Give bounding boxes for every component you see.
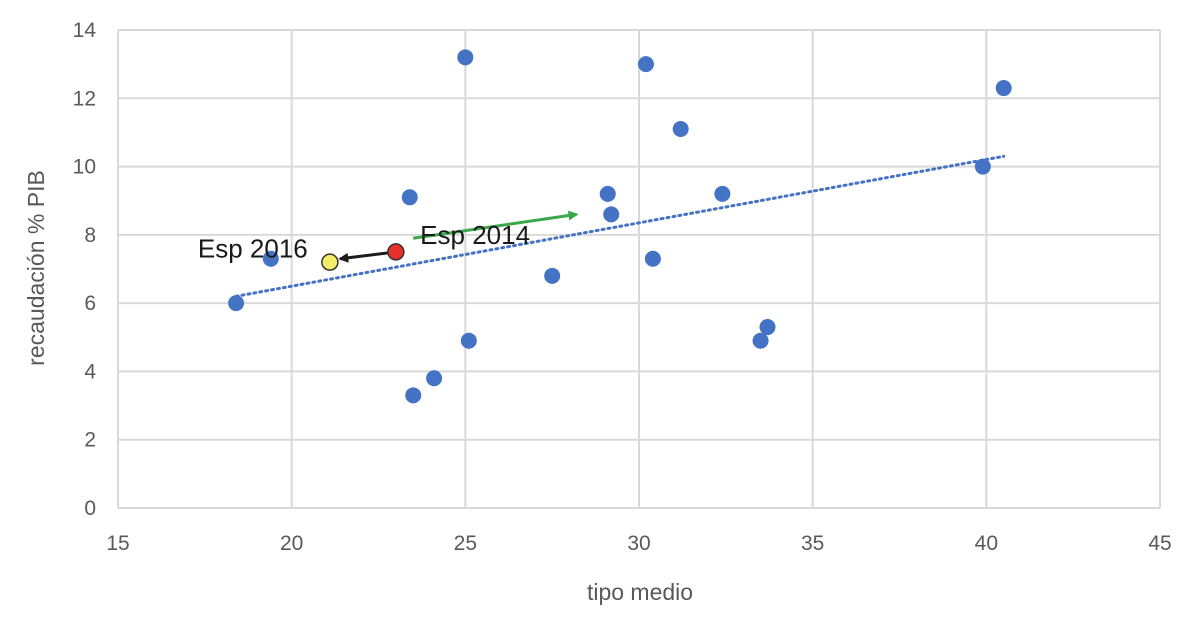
arrow: [413, 210, 579, 240]
y-tick-label: 8: [84, 224, 96, 247]
x-tick-label: 40: [975, 532, 998, 555]
y-tick-label: 12: [73, 87, 96, 110]
data-point: [405, 387, 422, 404]
arrows-layer: [338, 210, 579, 263]
y-tick-label: 10: [73, 156, 96, 179]
data-point: [460, 332, 477, 349]
y-tick-label: 6: [84, 292, 96, 315]
data-point: [759, 319, 776, 336]
data-point: [752, 332, 769, 349]
tick-labels: 15 20 25 30 35 40 45 0 2 4 6 8 10 12 14: [73, 19, 1172, 555]
data-point: [262, 250, 279, 267]
data-point: [228, 295, 245, 312]
y-tick-label: 2: [84, 429, 96, 452]
trendline-layer: [234, 154, 1006, 298]
points-layer: [228, 49, 1012, 404]
arrow: [338, 250, 397, 263]
data-point: [599, 185, 616, 202]
highlight-point: [321, 253, 339, 271]
x-axis-title: tipo medio: [587, 579, 693, 605]
data-point: [995, 80, 1012, 97]
data-point: [644, 250, 661, 267]
data-point: [672, 121, 689, 138]
annotation-label: Esp 2016: [198, 234, 308, 264]
x-tick-label: 35: [801, 532, 824, 555]
data-point: [544, 267, 561, 284]
y-axis-title: recaudación % PIB: [23, 170, 49, 366]
gridlines: [117, 29, 1161, 509]
y-tick-label: 14: [73, 19, 97, 42]
data-point: [714, 185, 731, 202]
trendline: [234, 154, 1006, 298]
data-point: [426, 370, 443, 387]
x-tick-label: 20: [280, 532, 303, 555]
x-tick-label: 25: [454, 532, 477, 555]
x-tick-label: 15: [106, 532, 129, 555]
x-tick-label: 30: [627, 532, 650, 555]
y-tick-label: 0: [84, 497, 96, 520]
highlight-point: [387, 243, 405, 261]
annotation-label: Esp 2014: [420, 220, 530, 250]
y-tick-label: 4: [84, 360, 96, 383]
x-tick-label: 45: [1148, 532, 1171, 555]
data-point: [974, 158, 991, 175]
data-point: [401, 189, 418, 206]
annotations-layer: Esp 2016 Esp 2014: [198, 220, 530, 264]
data-point: [457, 49, 474, 66]
data-point: [603, 206, 620, 223]
data-point: [637, 56, 654, 73]
